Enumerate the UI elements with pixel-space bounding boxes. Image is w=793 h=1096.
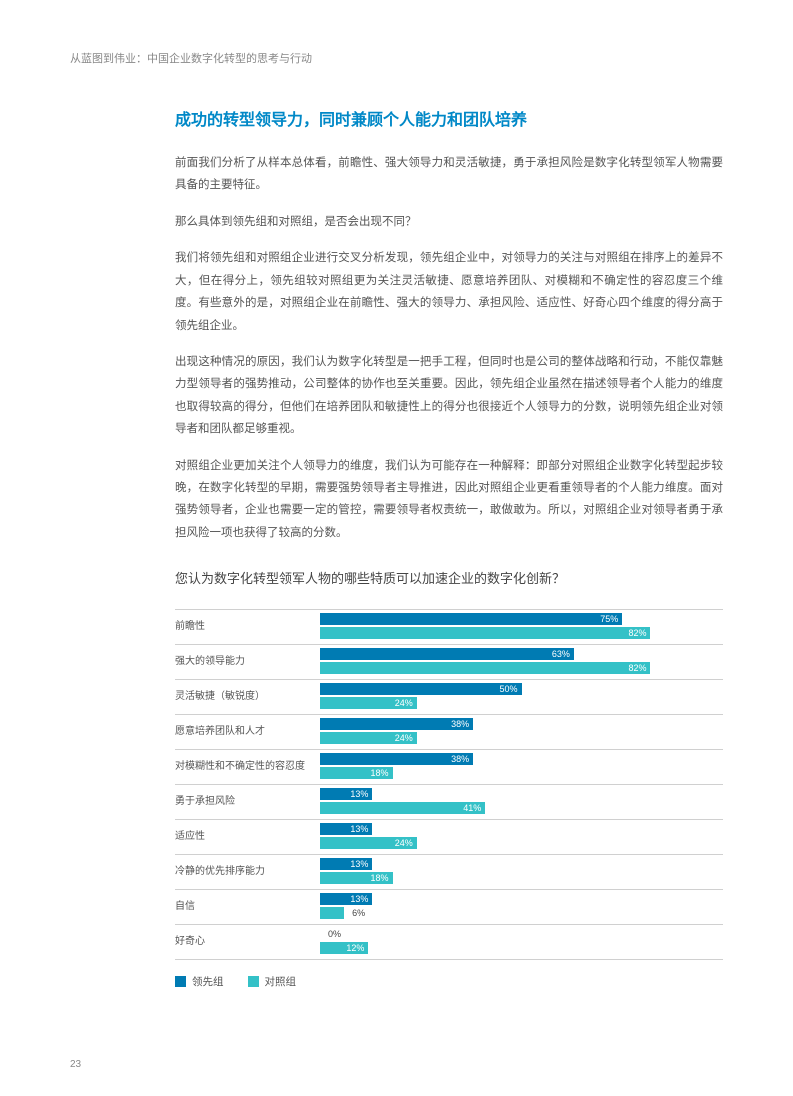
bar-column: 13% 24% bbox=[320, 823, 723, 851]
bar-column: 50% 24% bbox=[320, 683, 723, 711]
paragraph: 对照组企业更加关注个人领导力的维度，我们认为可能存在一种解释：即部分对照组企业数… bbox=[175, 455, 723, 545]
bar: 38% bbox=[320, 718, 723, 730]
chart-row: 好奇心 0% 12% bbox=[175, 924, 723, 959]
page-header: 从蓝图到伟业：中国企业数字化转型的思考与行动 bbox=[70, 50, 723, 66]
bar-value: 18% bbox=[371, 873, 389, 883]
bar-value: 6% bbox=[352, 908, 365, 918]
legend-item-a: 领先组 bbox=[175, 974, 224, 989]
chart-legend: 领先组 对照组 bbox=[175, 974, 723, 989]
bar-value: 41% bbox=[463, 803, 481, 813]
chart-row: 愿意培养团队和人才 38% 24% bbox=[175, 714, 723, 749]
row-label: 好奇心 bbox=[175, 928, 320, 956]
bar-value: 0% bbox=[328, 929, 341, 939]
bar-column: 75% 82% bbox=[320, 613, 723, 641]
content-block: 成功的转型领导力，同时兼顾个人能力和团队培养 前面我们分析了从样本总体看，前瞻性… bbox=[175, 106, 723, 989]
bar: 38% bbox=[320, 753, 723, 765]
chart-title: 您认为数字化转型领军人物的哪些特质可以加速企业的数字化创新？ bbox=[175, 568, 723, 587]
bar-column: 13% 41% bbox=[320, 788, 723, 816]
bar-column: 38% 18% bbox=[320, 753, 723, 781]
bar: 24% bbox=[320, 697, 723, 709]
paragraph: 我们将领先组和对照组企业进行交叉分析发现，领先组企业中，对领导力的关注与对照组在… bbox=[175, 247, 723, 337]
row-label: 对模糊性和不确定性的容忍度 bbox=[175, 753, 320, 781]
bar: 75% bbox=[320, 613, 723, 625]
chart-row: 冷静的优先排序能力13%18% bbox=[175, 854, 723, 889]
legend-item-b: 对照组 bbox=[248, 974, 297, 989]
grouped-bar-chart: 前瞻性75%82%强大的领导能力63%82%灵活敏捷（敏锐度）50%24%愿意培… bbox=[175, 607, 723, 960]
chart-row: 前瞻性 75% 82% bbox=[175, 609, 723, 644]
row-label: 愿意培养团队和人才 bbox=[175, 718, 320, 746]
bar-value: 24% bbox=[395, 733, 413, 743]
bar-column: 63% 82% bbox=[320, 648, 723, 676]
bar: 50% bbox=[320, 683, 723, 695]
chart-row: 适应性 13% 24% bbox=[175, 819, 723, 854]
bar-value: 13% bbox=[350, 789, 368, 799]
bar-value: 75% bbox=[600, 614, 618, 624]
bar-fill bbox=[320, 802, 485, 814]
bar-value: 82% bbox=[628, 663, 646, 673]
bar-fill bbox=[320, 627, 650, 639]
bar-value: 12% bbox=[346, 943, 364, 953]
bar: 24% bbox=[320, 837, 723, 849]
bar-value: 38% bbox=[451, 754, 469, 764]
bar-value: 13% bbox=[350, 894, 368, 904]
row-label: 灵活敏捷（敏锐度） bbox=[175, 683, 320, 711]
bar: 82% bbox=[320, 662, 723, 674]
bar: 13% bbox=[320, 788, 723, 800]
row-label: 勇于承担风险 bbox=[175, 788, 320, 816]
row-label: 强大的领导能力 bbox=[175, 648, 320, 676]
row-label: 前瞻性 bbox=[175, 613, 320, 641]
bar: 41% bbox=[320, 802, 723, 814]
bar-value: 24% bbox=[395, 698, 413, 708]
bar: 6% bbox=[320, 907, 723, 919]
bar: 13% bbox=[320, 823, 723, 835]
bar: 13% bbox=[320, 858, 723, 870]
chart-row: 灵活敏捷（敏锐度） 50% 24% bbox=[175, 679, 723, 714]
bar-fill bbox=[320, 907, 344, 919]
bar: 82% bbox=[320, 627, 723, 639]
bar-value: 13% bbox=[350, 824, 368, 834]
bar: 24% bbox=[320, 732, 723, 744]
bar-fill bbox=[320, 613, 622, 625]
bar-value: 24% bbox=[395, 838, 413, 848]
bar-value: 82% bbox=[628, 628, 646, 638]
paragraph: 出现这种情况的原因，我们认为数字化转型是一把手工程，但同时也是公司的整体战略和行… bbox=[175, 351, 723, 441]
paragraph: 前面我们分析了从样本总体看，前瞻性、强大领导力和灵活敏捷，勇于承担风险是数字化转… bbox=[175, 152, 723, 197]
chart-row: 勇于承担风险 13% 41% bbox=[175, 784, 723, 819]
bar-column: 38% 24% bbox=[320, 718, 723, 746]
bar-value: 18% bbox=[371, 768, 389, 778]
legend-label: 对照组 bbox=[265, 974, 297, 989]
bar-value: 13% bbox=[350, 859, 368, 869]
chart-row: 强大的领导能力 63% 82% bbox=[175, 644, 723, 679]
bar: 18% bbox=[320, 767, 723, 779]
bar-value: 50% bbox=[499, 684, 517, 694]
bar: 63% bbox=[320, 648, 723, 660]
page-number: 23 bbox=[70, 1059, 81, 1070]
section-title: 成功的转型领导力，同时兼顾个人能力和团队培养 bbox=[175, 106, 723, 130]
bar: 18% bbox=[320, 872, 723, 884]
paragraph: 那么具体到领先组和对照组，是否会出现不同？ bbox=[175, 211, 723, 233]
chart-row: 对模糊性和不确定性的容忍度 38% 18% bbox=[175, 749, 723, 784]
bar-column: 13%6% bbox=[320, 893, 723, 921]
bar-fill bbox=[320, 662, 650, 674]
legend-label: 领先组 bbox=[192, 974, 224, 989]
bar-fill bbox=[320, 683, 522, 695]
bar-value: 38% bbox=[451, 719, 469, 729]
row-label: 适应性 bbox=[175, 823, 320, 851]
bar-column: 0% 12% bbox=[320, 928, 723, 956]
bar: 0% bbox=[320, 928, 723, 940]
chart-row: 自信13%6% bbox=[175, 889, 723, 924]
swatch-icon bbox=[175, 976, 186, 987]
row-label: 冷静的优先排序能力 bbox=[175, 858, 320, 886]
bar: 13% bbox=[320, 893, 723, 905]
bar-value: 63% bbox=[552, 649, 570, 659]
row-label: 自信 bbox=[175, 893, 320, 921]
bar-column: 13%18% bbox=[320, 858, 723, 886]
bar: 12% bbox=[320, 942, 723, 954]
bar-fill bbox=[320, 648, 574, 660]
swatch-icon bbox=[248, 976, 259, 987]
